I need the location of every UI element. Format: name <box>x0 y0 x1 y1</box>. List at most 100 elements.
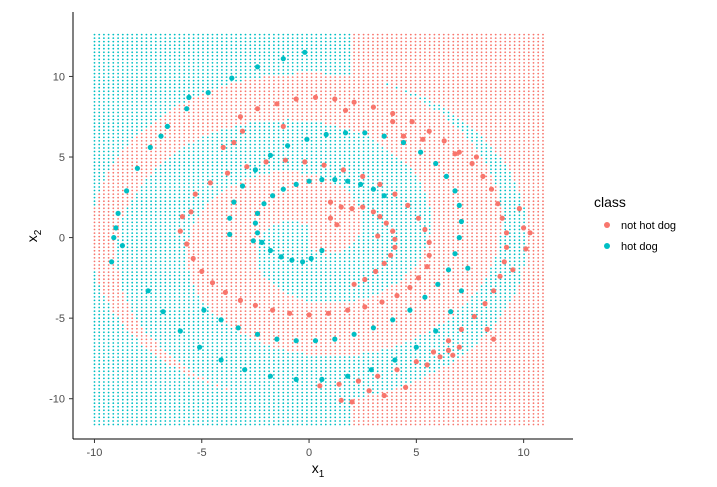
grid-cell <box>268 157 270 160</box>
grid-cell <box>159 161 162 164</box>
grid-cell <box>254 51 256 54</box>
grid-cell <box>239 225 242 227</box>
grid-cell <box>244 182 247 185</box>
grid-cell <box>117 398 119 401</box>
grid-cell <box>211 186 214 188</box>
grid-cell <box>282 281 285 284</box>
grid-cell <box>239 267 242 270</box>
grid-cell <box>273 395 275 397</box>
grid-cell <box>249 118 252 121</box>
grid-cell <box>107 218 110 220</box>
grid-cell <box>164 86 167 89</box>
grid-cell <box>258 249 261 252</box>
grid-cell <box>103 101 105 103</box>
grid-cell <box>173 257 176 259</box>
grid-cell <box>154 86 157 89</box>
grid-cell <box>188 214 190 217</box>
grid-cell <box>221 132 223 135</box>
grid-cell <box>150 33 153 36</box>
grid-cell <box>254 40 256 43</box>
grid-cell <box>301 86 304 89</box>
grid-cell <box>131 420 134 422</box>
grid-cell <box>291 370 294 373</box>
grid-cell <box>230 335 233 337</box>
grid-cell <box>202 69 204 71</box>
grid-cell <box>154 157 157 160</box>
grid-cell <box>140 51 143 54</box>
grid-cell <box>273 40 275 43</box>
grid-cell <box>150 136 153 139</box>
grid-cell <box>121 374 124 376</box>
grid-cell <box>173 115 176 117</box>
grid-cell <box>282 79 285 82</box>
grid-cell <box>188 186 190 188</box>
grid-cell <box>140 189 143 192</box>
grid-cell <box>263 154 266 157</box>
grid-cell <box>107 281 110 284</box>
grid-cell <box>225 104 228 107</box>
grid-cell <box>131 356 134 358</box>
grid-cell <box>296 324 299 327</box>
grid-cell <box>145 44 148 47</box>
grid-cell <box>277 214 280 217</box>
grid-cell <box>235 370 238 373</box>
grid-cell <box>98 86 101 89</box>
grid-cell <box>244 239 247 242</box>
grid-cell <box>126 342 129 344</box>
grid-cell <box>112 395 115 397</box>
grid-cell <box>268 129 270 132</box>
grid-cell <box>202 210 204 213</box>
grid-cell <box>206 115 209 117</box>
grid-cell <box>164 175 167 178</box>
grid-cell <box>140 147 143 149</box>
grid-cell <box>202 93 204 96</box>
grid-cell <box>206 108 209 110</box>
grid-cell <box>169 97 171 100</box>
grid-cell <box>221 111 223 114</box>
grid-cell <box>263 292 266 295</box>
grid-cell <box>291 90 294 93</box>
grid-cell <box>131 352 134 355</box>
grid-cell <box>282 423 285 426</box>
grid-cell <box>103 118 105 121</box>
grid-cell <box>98 342 101 344</box>
grid-cell <box>291 111 294 114</box>
grid-cell <box>140 54 143 57</box>
grid-cell <box>273 335 275 337</box>
grid-cell <box>263 331 266 334</box>
grid-cell <box>192 228 195 231</box>
grid-cell <box>117 40 119 43</box>
grid-cell <box>121 352 124 355</box>
grid-cell <box>258 409 261 412</box>
grid-cell <box>164 207 167 210</box>
grid-cell <box>121 37 124 39</box>
grid-cell <box>239 374 242 376</box>
grid-cell <box>178 76 181 78</box>
grid-cell <box>173 310 176 312</box>
grid-cell <box>164 242 167 245</box>
grid-cell <box>145 118 148 121</box>
grid-cell <box>183 111 186 114</box>
grid-cell <box>136 359 138 362</box>
grid-cell <box>98 196 101 199</box>
grid-cell <box>164 366 167 369</box>
grid-cell <box>131 327 134 330</box>
grid-cell <box>140 196 143 199</box>
grid-cell <box>254 33 256 36</box>
grid-cell <box>301 232 304 235</box>
grid-cell <box>164 225 167 227</box>
grid-cell <box>249 72 252 75</box>
grid-cell <box>103 338 105 341</box>
grid-cell <box>263 239 266 242</box>
grid-cell <box>254 264 256 266</box>
grid-cell <box>296 388 299 390</box>
grid-cell <box>192 423 195 426</box>
grid-cell <box>249 122 252 125</box>
grid-cell <box>244 122 247 125</box>
grid-cell <box>291 395 294 397</box>
grid-cell <box>112 299 115 302</box>
grid-cell <box>169 143 171 146</box>
grid-cell <box>192 342 195 344</box>
grid-cell <box>126 104 129 107</box>
grid-cell <box>93 352 96 355</box>
